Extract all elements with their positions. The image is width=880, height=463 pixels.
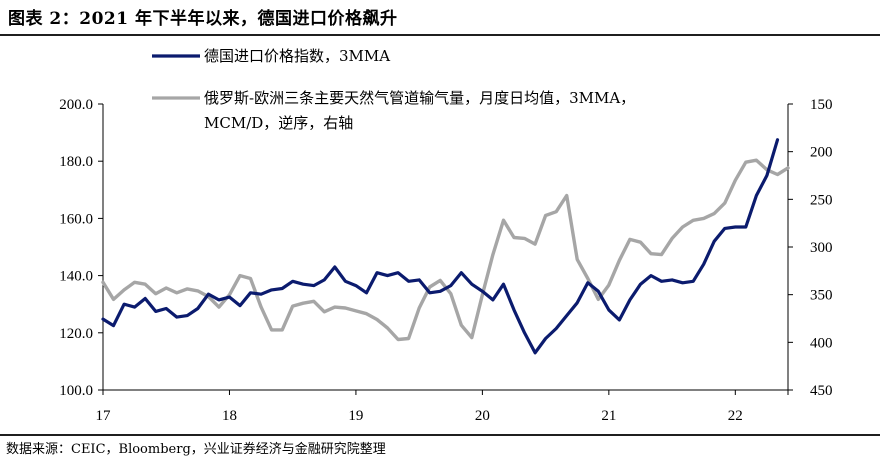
y-right-tick-label: 300 bbox=[810, 240, 833, 256]
source-note: 数据来源：CEIC，Bloomberg，兴业证券经济与金融研究院整理 bbox=[6, 442, 386, 457]
y-right-tick-label: 250 bbox=[810, 192, 833, 208]
legend-label-gas-pipeline-line1: 俄罗斯-欧洲三条主要天然气管道输气量，月度日均值，3MMA， bbox=[204, 89, 635, 107]
y-left-tick-label: 120.0 bbox=[59, 326, 93, 342]
y-right-tick-label: 150 bbox=[810, 97, 833, 113]
chart-legend: 德国进口价格指数，3MMA 俄罗斯-欧洲三条主要天然气管道输气量，月度日均值，3… bbox=[152, 47, 640, 132]
x-tick-label: 20 bbox=[475, 408, 490, 424]
y-left-tick-label: 200.0 bbox=[59, 97, 93, 113]
y-left-tick-label: 140.0 bbox=[59, 269, 93, 285]
series-line-import-price bbox=[101, 138, 780, 355]
legend-label-gas-pipeline: 俄罗斯-欧洲三条主要天然气管道输气量，月度日均值，3MMA， MCM/D，逆序，… bbox=[204, 89, 640, 132]
chart-series bbox=[101, 138, 790, 355]
y-left-tick-label: 180.0 bbox=[59, 154, 93, 170]
x-tick-label: 18 bbox=[222, 408, 237, 424]
source-divider bbox=[0, 434, 880, 436]
y-right-tick-label: 450 bbox=[810, 383, 833, 399]
y-right-tick-label: 350 bbox=[810, 288, 833, 304]
y-left-tick-label: 100.0 bbox=[59, 383, 93, 399]
y-left-tick-label: 160.0 bbox=[59, 211, 93, 227]
legend-label-import-price: 德国进口价格指数，3MMA bbox=[204, 47, 390, 65]
x-tick-label: 17 bbox=[96, 408, 112, 424]
y-right-tick-label: 400 bbox=[810, 335, 833, 351]
chart-axes: 100.0 120.0 140.0 160.0 180.0 200.0 150 200 250 3… bbox=[59, 97, 832, 424]
series-line-gas-pipeline bbox=[101, 158, 790, 342]
x-tick-label: 19 bbox=[348, 408, 363, 424]
x-tick-label: 22 bbox=[728, 408, 743, 424]
title-divider bbox=[0, 34, 880, 36]
chart-title: 图表 2：2021 年下半年以来，德国进口价格飙升 bbox=[8, 9, 398, 29]
x-tick-label: 21 bbox=[601, 408, 616, 424]
y-right-tick-label: 200 bbox=[810, 145, 833, 161]
legend-label-gas-pipeline-line2: MCM/D，逆序，右轴 bbox=[204, 114, 353, 132]
